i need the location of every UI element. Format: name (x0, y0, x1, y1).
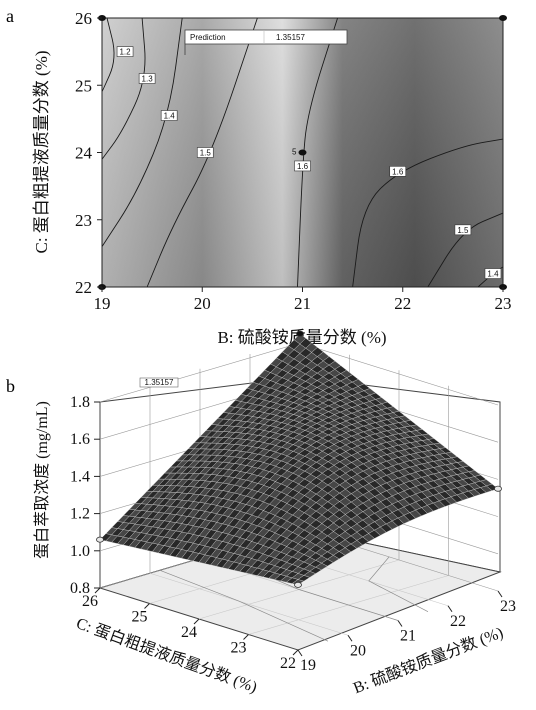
contour-ytick-label: 26 (75, 9, 92, 28)
surface-zlabel: 蛋白萃取浓度 (mg/mL) (33, 401, 51, 559)
prediction-label: Prediction (190, 33, 226, 42)
surface-ztick-label: 1.0 (70, 543, 90, 560)
surface-ztick-label: 1.8 (70, 394, 90, 411)
contour-labels: 1.2 1.3 1.4 1.5 1.6 1.6 1.5 1.4 (116, 46, 502, 279)
surface-xtick-label: 21 (400, 628, 416, 645)
contour-line (101, 17, 115, 93)
contour-level-label: 1.2 (119, 48, 131, 57)
contour-xtick-label: 23 (495, 294, 512, 313)
contour-level-label: 1.4 (487, 270, 499, 279)
surface-ytick (243, 634, 249, 640)
surface-3d: 1.35157 (96, 330, 502, 651)
contour-xtick-label: 19 (94, 294, 111, 313)
contour-ytick-label: 22 (75, 278, 92, 297)
surface-xtick-label: 23 (500, 598, 516, 615)
surface-ztick-label: 0.8 (70, 580, 90, 597)
surface-ytick (193, 618, 200, 625)
surface-design-point (96, 536, 104, 543)
contour-ytick-label: 24 (75, 144, 93, 163)
contour-plot: 1.2 1.3 1.4 1.5 1.6 1.6 1.5 1.4 5 Prediction 1.… (98, 15, 507, 290)
contour-level-label: 1.5 (457, 226, 469, 235)
panel-label-b: b (6, 376, 15, 396)
contour-line (297, 17, 339, 288)
prediction-flag: Prediction 1.35157 (184, 29, 348, 55)
contour-ytick-label: 25 (75, 76, 92, 95)
contour-level-label: 1.6 (392, 167, 404, 176)
surface-xtick (347, 634, 353, 642)
contour-xtick-label: 22 (394, 294, 411, 313)
contour-level-box (116, 46, 134, 57)
contour-level-box (389, 166, 407, 177)
floor-contour (368, 556, 429, 612)
contour-level-box (454, 224, 472, 236)
design-point (499, 15, 507, 21)
surface-xtick-label: 22 (450, 613, 466, 630)
design-point (298, 149, 307, 156)
contour-xtick-label: 20 (194, 294, 211, 313)
contour-level-box (160, 110, 178, 121)
contour-level-box (138, 73, 156, 84)
contour-xtick-label: 21 (294, 294, 311, 313)
design-point-count: 5 (292, 148, 297, 157)
contour-ylabel: C: 蛋白粗提液质量分数 (%) (32, 50, 51, 253)
floor-contour (159, 569, 329, 642)
surface-ztick-label: 1.6 (70, 431, 90, 448)
surface-xlabel: B: 硫酸铵质量分数 (%) (351, 623, 506, 697)
contour-axes: 19 20 21 22 23 22 23 24 25 26 (75, 9, 512, 313)
surface-axes: 0.8 1.0 1.2 1.4 1.6 1.8 19 20 21 22 23 22 23 24 25 26 (70, 394, 516, 674)
contour-level-box (196, 147, 214, 158)
surface-design-point (296, 330, 304, 337)
contour-level-label: 1.3 (142, 75, 154, 84)
surface-points (96, 330, 502, 588)
surface-xtick (397, 620, 403, 627)
surface-ytick-label: 22 (280, 655, 296, 672)
contour-line (101, 17, 183, 247)
contour-level-box (294, 160, 311, 172)
surface-ytick (94, 587, 101, 594)
contour-level-label: 1.6 (297, 162, 309, 171)
prediction-value: 1.35157 (276, 33, 305, 42)
contour-level-label: 1.4 (164, 112, 176, 121)
surface-ytick-label: 23 (231, 640, 247, 657)
contour-level-label: 1.5 (200, 149, 212, 158)
surface-xtick-label: 20 (350, 642, 366, 659)
panel-label-a: a (6, 6, 14, 26)
contour-ytick-label: 23 (75, 211, 92, 230)
surface-ztick-label: 1.2 (70, 506, 90, 523)
surface-mesh (99, 333, 499, 586)
surface-ytick-label: 26 (82, 593, 98, 610)
surface-ytick-label: 24 (181, 624, 197, 641)
contour-line (146, 17, 258, 288)
surface-ytick-label: 25 (132, 609, 148, 626)
contour-line (101, 17, 146, 160)
surface-ztick-label: 1.4 (70, 468, 90, 485)
surface-xtick (497, 590, 503, 598)
surface-ytick (292, 649, 299, 656)
surface-ytick (144, 603, 150, 609)
surface-xtick (447, 605, 453, 613)
surface-xtick (297, 649, 303, 657)
surface-design-point (494, 485, 502, 492)
surface-prediction-value: 1.35157 (145, 378, 174, 387)
surface-xtick-label: 19 (300, 657, 316, 674)
contour-level-box (484, 268, 502, 279)
surface-prediction-flag (139, 377, 179, 388)
surface-design-point (294, 581, 302, 588)
